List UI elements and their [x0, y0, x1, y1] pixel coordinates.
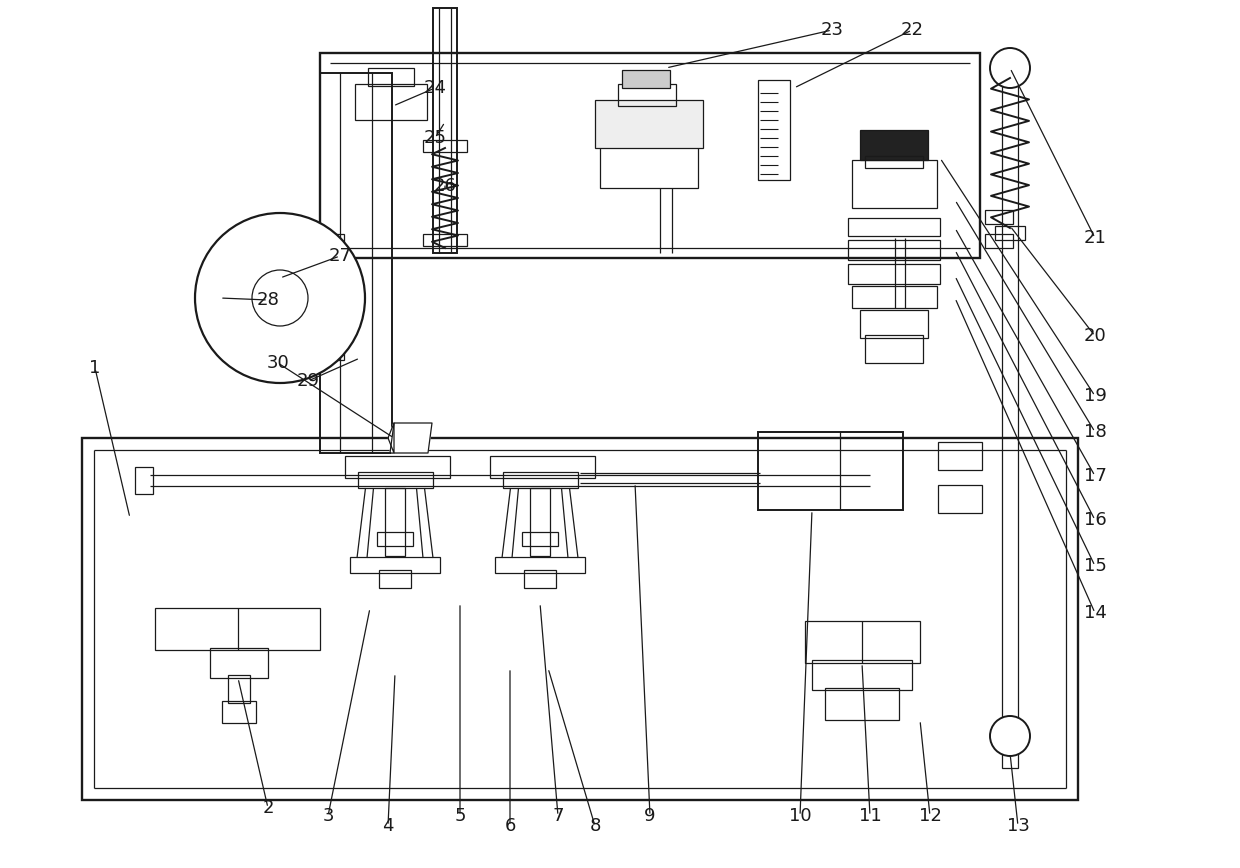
Bar	[1002, 58, 1018, 768]
Bar	[937, 485, 982, 513]
Bar	[866, 335, 923, 363]
Text: 13: 13	[1007, 817, 1029, 835]
Bar	[848, 218, 940, 236]
Bar	[222, 701, 255, 723]
Text: 2: 2	[262, 799, 274, 817]
Text: 10: 10	[789, 807, 811, 825]
Bar	[622, 70, 670, 88]
Text: 30: 30	[267, 354, 289, 372]
Text: 18: 18	[1084, 423, 1106, 441]
Text: 1: 1	[89, 359, 100, 377]
Bar	[812, 660, 911, 690]
Bar	[320, 73, 392, 453]
Bar	[82, 438, 1078, 800]
Text: 12: 12	[919, 807, 941, 825]
Text: 19: 19	[1084, 387, 1106, 405]
Bar	[805, 621, 920, 663]
Bar	[490, 456, 595, 478]
Bar	[310, 250, 342, 346]
Text: 3: 3	[322, 807, 334, 825]
Text: 5: 5	[454, 807, 466, 825]
Bar	[155, 608, 320, 650]
Bar	[861, 310, 928, 338]
Text: 28: 28	[257, 291, 279, 309]
Bar	[618, 84, 676, 106]
Bar	[502, 472, 578, 488]
Bar	[355, 84, 427, 120]
Bar	[350, 557, 440, 573]
Bar	[525, 570, 556, 588]
Circle shape	[252, 270, 308, 326]
Bar	[852, 160, 937, 208]
Bar	[758, 432, 903, 510]
Text: 7: 7	[552, 807, 564, 825]
Text: 8: 8	[589, 817, 600, 835]
Text: 23: 23	[821, 21, 843, 39]
Text: 4: 4	[382, 817, 394, 835]
Bar	[848, 264, 940, 284]
Bar	[937, 442, 982, 470]
Text: 25: 25	[424, 129, 446, 147]
Bar	[379, 570, 410, 588]
Bar	[758, 80, 790, 180]
Text: 16: 16	[1084, 511, 1106, 529]
Bar	[994, 226, 1025, 240]
Bar	[345, 456, 450, 478]
Text: 22: 22	[900, 21, 924, 39]
Text: 29: 29	[296, 372, 320, 390]
Text: 27: 27	[329, 247, 351, 265]
Text: 14: 14	[1084, 604, 1106, 622]
Bar	[210, 648, 268, 678]
Bar	[495, 557, 585, 573]
Bar	[600, 103, 698, 188]
Bar	[861, 130, 928, 160]
Bar	[228, 675, 250, 703]
Bar	[529, 488, 551, 556]
Bar	[357, 472, 433, 488]
Bar	[384, 488, 405, 556]
Bar	[848, 240, 940, 260]
Text: 9: 9	[645, 807, 656, 825]
Circle shape	[195, 213, 365, 383]
Bar	[985, 210, 1013, 224]
Bar	[825, 688, 899, 720]
Bar	[135, 467, 153, 494]
Text: 15: 15	[1084, 557, 1106, 575]
Bar	[377, 532, 413, 546]
Text: 21: 21	[1084, 229, 1106, 247]
Bar	[866, 156, 923, 168]
Text: 6: 6	[505, 817, 516, 835]
Polygon shape	[388, 423, 394, 453]
Bar	[595, 100, 703, 148]
Bar	[985, 234, 1013, 248]
Bar	[368, 68, 414, 86]
Bar	[852, 286, 937, 308]
Bar	[433, 8, 458, 253]
Polygon shape	[391, 423, 432, 453]
Circle shape	[990, 716, 1030, 756]
Text: 24: 24	[424, 79, 446, 97]
Bar	[423, 140, 467, 152]
Circle shape	[990, 48, 1030, 88]
Bar	[320, 53, 980, 258]
Text: 17: 17	[1084, 467, 1106, 485]
Text: 26: 26	[434, 177, 456, 195]
Bar	[330, 234, 343, 360]
Text: 20: 20	[1084, 327, 1106, 345]
Bar	[423, 234, 467, 246]
Bar	[522, 532, 558, 546]
Text: 11: 11	[858, 807, 882, 825]
